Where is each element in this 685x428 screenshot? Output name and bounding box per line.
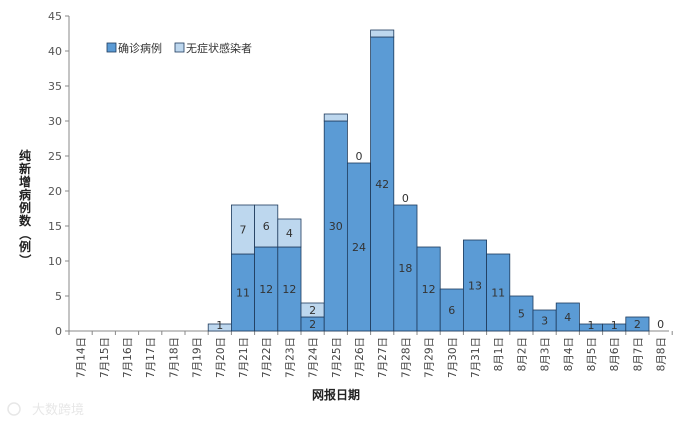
- x-tick-label: 7月18日: [168, 337, 180, 378]
- y-tick-label: 5: [55, 290, 62, 303]
- x-tick-label: 7月24日: [308, 337, 320, 378]
- x-tick-label: 7月25日: [331, 337, 343, 378]
- x-tick-label: 7月19日: [192, 337, 204, 378]
- bar-confirmed: [486, 253, 511, 332]
- y-axis-title-char: 例: [19, 239, 31, 254]
- x-tick-label: 7月22日: [261, 337, 273, 378]
- y-axis-title-char: 例: [19, 200, 31, 215]
- legend-label-asymptomatic: 无症状感染者: [186, 41, 252, 55]
- data-label-asymptomatic: 4: [286, 227, 293, 240]
- data-label-confirmed: 4: [564, 311, 571, 324]
- x-tick-label: 8月6日: [609, 337, 621, 371]
- data-label-confirmed: 30: [329, 220, 343, 233]
- watermark: 大数跨境: [7, 402, 84, 418]
- x-tick-label: 8月1日: [493, 337, 505, 371]
- x-tick-label: 7月14日: [76, 337, 88, 378]
- bar-confirmed: [625, 316, 650, 332]
- y-axis-title-char: ）: [18, 254, 33, 266]
- x-tick-label: 7月27日: [377, 337, 389, 378]
- bar-asymptomatic: [277, 218, 302, 248]
- data-label-asymptomatic: 7: [240, 224, 247, 237]
- x-axis-title: 网报日期: [312, 387, 360, 402]
- data-label-asymptomatic: 0: [356, 150, 363, 163]
- data-label-asymptomatic: 2: [309, 304, 316, 317]
- data-label-confirmed: 1: [588, 319, 595, 332]
- data-label-confirmed: 12: [282, 283, 296, 296]
- y-tick-label: 40: [48, 45, 62, 58]
- x-tick-label: 8月8日: [656, 337, 668, 371]
- x-tick-label: 7月23日: [284, 337, 296, 378]
- y-axis-title-char: 增: [19, 174, 31, 189]
- data-label-asymptomatic: 6: [263, 220, 270, 233]
- legend-swatch-confirmed: [106, 42, 117, 53]
- x-tick-label: 7月31日: [470, 337, 482, 378]
- bar-confirmed: [555, 302, 580, 332]
- data-label-confirmed: 2: [309, 318, 316, 331]
- x-tick-label: 7月26日: [354, 337, 366, 378]
- data-label-confirmed: 5: [518, 308, 525, 321]
- watermark-text: 大数跨境: [32, 403, 84, 418]
- legend-swatch-asymptomatic: [174, 42, 185, 53]
- y-axis-title-char: 数: [19, 213, 32, 228]
- data-label-confirmed: 12: [259, 283, 273, 296]
- x-tick-label: 7月30日: [447, 337, 459, 378]
- y-axis-title-char: 纯: [19, 148, 31, 163]
- y-axis-title-char: （: [18, 228, 33, 240]
- x-tick-label: 7月21日: [238, 337, 250, 378]
- x-tick-label: 7月20日: [215, 337, 227, 378]
- y-tick-label: 30: [48, 115, 62, 128]
- data-label-confirmed: 11: [491, 287, 505, 300]
- data-label-confirmed: 42: [375, 178, 389, 191]
- x-tick-label: 7月29日: [424, 337, 436, 378]
- x-tick-label: 7月28日: [400, 337, 412, 378]
- data-label-confirmed: 18: [398, 262, 412, 275]
- data-label-confirmed: 0: [657, 318, 664, 331]
- x-tick-label: 8月7日: [632, 337, 644, 371]
- watermark-logo-icon: [7, 402, 21, 416]
- y-tick-label: 15: [48, 220, 62, 233]
- y-tick-label: 45: [48, 10, 62, 23]
- x-tick-label: 7月17日: [145, 337, 157, 378]
- data-label-confirmed: 6: [448, 304, 455, 317]
- y-axis-title-char: 病: [19, 187, 31, 202]
- bars: [207, 29, 650, 332]
- data-label-confirmed: 2: [634, 318, 641, 331]
- y-tick-label: 35: [48, 80, 62, 93]
- legend: 确诊病例 无症状感染者: [106, 41, 252, 55]
- x-tick-label: 8月4日: [563, 337, 575, 371]
- data-label-confirmed: 13: [468, 280, 482, 293]
- bar-asymptomatic: [370, 29, 395, 38]
- data-label-confirmed: 11: [236, 287, 250, 300]
- y-tick-label: 10: [48, 255, 62, 268]
- y-axis-title-char: 新: [19, 161, 31, 176]
- bar-asymptomatic: [323, 113, 348, 122]
- y-tick-label: 0: [55, 325, 62, 338]
- y-tick-label: 20: [48, 185, 62, 198]
- x-tick-label: 7月16日: [122, 337, 134, 378]
- data-label-confirmed: 12: [422, 283, 436, 296]
- data-label-asymptomatic: 0: [402, 192, 409, 205]
- data-label-confirmed: 1: [611, 319, 618, 332]
- data-label-confirmed: 3: [541, 315, 548, 328]
- data-label-asymptomatic: 1: [216, 319, 223, 332]
- data-label-confirmed: 24: [352, 241, 366, 254]
- y-tick-label: 25: [48, 150, 62, 163]
- x-tick-label: 8月2日: [516, 337, 528, 371]
- x-tick-label: 8月5日: [586, 337, 598, 371]
- legend-label-confirmed: 确诊病例: [118, 41, 162, 55]
- x-tick-label: 7月15日: [99, 337, 111, 378]
- x-tick-label: 8月3日: [540, 337, 552, 371]
